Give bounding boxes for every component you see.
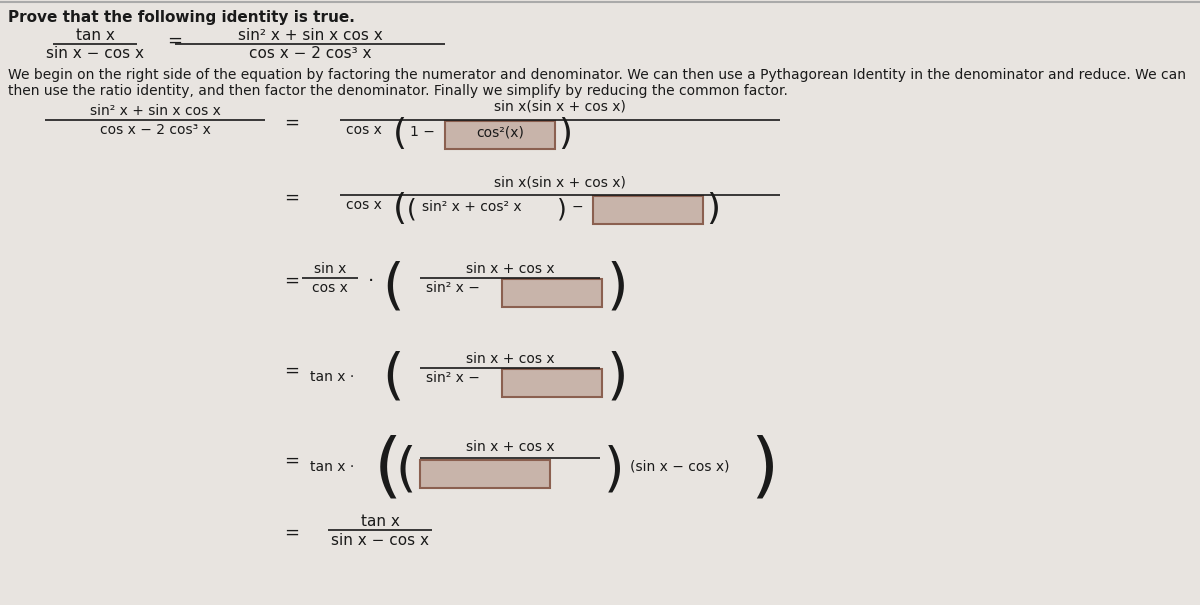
Text: (: ( — [382, 260, 403, 314]
Text: (: ( — [394, 117, 407, 151]
Text: tan x ·: tan x · — [310, 460, 354, 474]
Text: (: ( — [394, 192, 407, 226]
Text: sin² x + cos² x: sin² x + cos² x — [422, 200, 522, 214]
Text: sin x + cos x: sin x + cos x — [466, 352, 554, 366]
Text: cos x: cos x — [312, 281, 348, 295]
Text: ): ) — [706, 192, 720, 226]
Text: sin x + cos x: sin x + cos x — [466, 440, 554, 454]
Text: (: ( — [374, 434, 402, 503]
Text: sin x − cos x: sin x − cos x — [46, 46, 144, 61]
Text: ): ) — [607, 350, 629, 404]
Text: cos x: cos x — [346, 123, 382, 137]
Text: cos x − 2 cos³ x: cos x − 2 cos³ x — [100, 123, 210, 137]
FancyBboxPatch shape — [502, 369, 602, 397]
Text: ): ) — [557, 197, 566, 221]
Text: (: ( — [382, 350, 403, 404]
Text: =: = — [168, 32, 182, 50]
Text: =: = — [284, 362, 300, 380]
Text: tan x ·: tan x · — [310, 370, 354, 384]
Text: cos x: cos x — [346, 198, 382, 212]
Text: sin x − cos x: sin x − cos x — [331, 533, 430, 548]
Text: sin² x + sin x cos x: sin² x + sin x cos x — [90, 104, 221, 118]
Text: Prove that the following identity is true.: Prove that the following identity is tru… — [8, 10, 355, 25]
Text: sin x: sin x — [314, 262, 346, 276]
Text: tan x: tan x — [76, 28, 114, 43]
Text: (: ( — [395, 444, 415, 496]
Text: then use the ratio identity, and then factor the denominator. Finally we simplif: then use the ratio identity, and then fa… — [8, 84, 788, 98]
Text: cos²(x): cos²(x) — [476, 125, 524, 139]
Text: sin x(sin x + cos x): sin x(sin x + cos x) — [494, 100, 626, 114]
Text: =: = — [284, 114, 300, 132]
Text: We begin on the right side of the equation by factoring the numerator and denomi: We begin on the right side of the equati… — [8, 68, 1186, 82]
FancyBboxPatch shape — [593, 196, 703, 224]
Text: 1 −: 1 − — [410, 125, 434, 139]
FancyBboxPatch shape — [445, 121, 554, 149]
Text: =: = — [284, 452, 300, 470]
Text: tan x: tan x — [360, 514, 400, 529]
Text: sin² x −: sin² x − — [426, 371, 480, 385]
Text: ): ) — [607, 260, 629, 314]
Text: cos x − 2 cos³ x: cos x − 2 cos³ x — [248, 46, 371, 61]
Text: sin x(sin x + cos x): sin x(sin x + cos x) — [494, 175, 626, 189]
Text: =: = — [284, 272, 300, 290]
Text: −: − — [572, 200, 583, 214]
Text: ): ) — [750, 434, 778, 503]
Text: ): ) — [558, 117, 572, 151]
FancyBboxPatch shape — [502, 279, 602, 307]
FancyBboxPatch shape — [420, 460, 550, 488]
Text: (: ( — [407, 197, 416, 221]
Text: =: = — [284, 524, 300, 542]
Text: (sin x − cos x): (sin x − cos x) — [630, 460, 730, 474]
Text: ): ) — [604, 444, 624, 496]
Text: sin x + cos x: sin x + cos x — [466, 262, 554, 276]
Text: sin² x −: sin² x − — [426, 281, 480, 295]
Text: =: = — [284, 189, 300, 207]
Text: ·: · — [368, 272, 374, 291]
Text: sin² x + sin x cos x: sin² x + sin x cos x — [238, 28, 383, 43]
